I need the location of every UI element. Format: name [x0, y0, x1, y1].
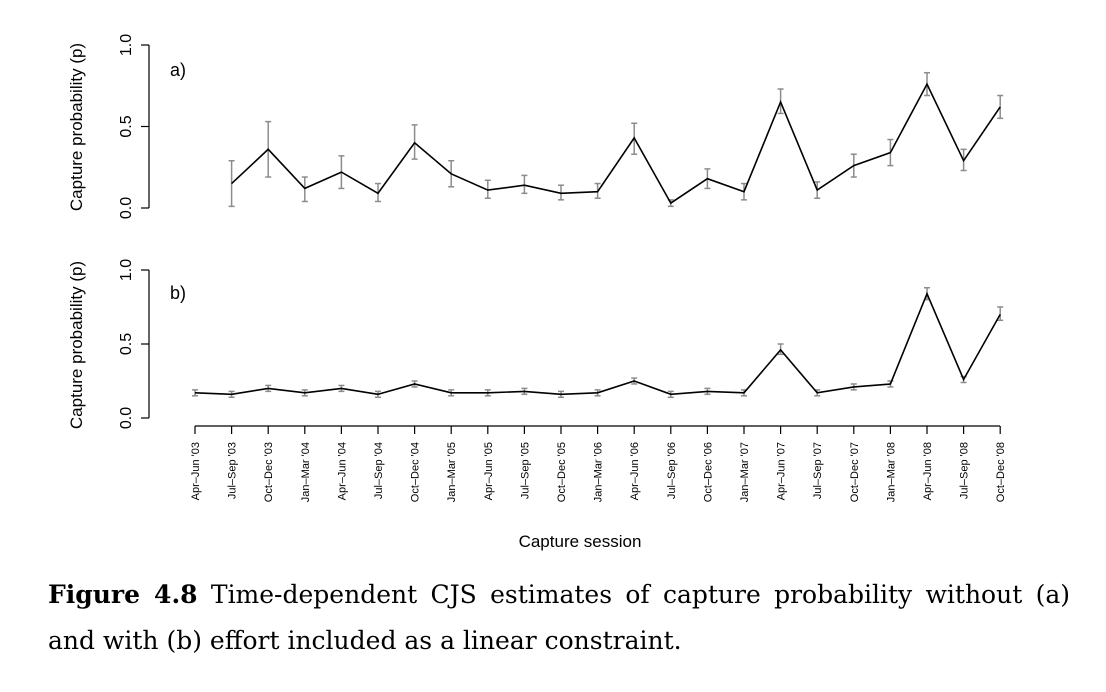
x-tick-label: Oct–Dec '06 [702, 442, 714, 502]
panel-b-y-ticks: 0.0 0.5 1.0 [118, 259, 149, 429]
x-tick-label: Jan–Mar '05 [446, 442, 458, 502]
panel-a-errorbar [521, 174, 528, 195]
panel-b-errorbars [192, 287, 1004, 399]
panel-b-ylabel: Capture probability (p) [67, 261, 86, 429]
x-tick-label: Jan–Mar '07 [739, 442, 751, 502]
panel-a: Capture probability (p) 0.0 0.5 1.0 a) [67, 34, 1004, 219]
x-tick-label: Jul–Sep '04 [373, 442, 385, 499]
x-tick-label: Apr–Jun '06 [629, 442, 641, 500]
x-tick-label: Oct–Dec '04 [410, 442, 422, 502]
panel-a-y-ticks: 0.0 0.5 1.0 [118, 34, 149, 219]
x-tick-label: Apr–Jun '04 [336, 442, 348, 500]
x-ticks: Apr–Jun '03 Jul–Sep '03 Oct–Dec '03 Jan–Mar… [190, 426, 1007, 502]
x-tick-label: Jul–Sep '08 [959, 442, 971, 499]
x-axis-label: Capture session [519, 532, 642, 551]
x-tick-label: Jan–Mar '04 [300, 442, 312, 502]
x-tick-label: Apr–Jun '05 [483, 442, 495, 500]
panel-a-y-tick-label: 0.0 [118, 197, 135, 219]
x-tick-label: Apr–Jun '08 [922, 442, 934, 500]
x-tick-label: Apr–Jun '07 [776, 442, 788, 500]
x-tick-label: Oct–Dec '03 [263, 442, 275, 502]
panel-b-y-tick-label: 0.5 [118, 333, 135, 355]
panel-b: Capture probability (p) 0.0 0.5 1.0 b) Apr… [67, 259, 1007, 551]
figure-panels: Capture probability (p) 0.0 0.5 1.0 a) Cap… [67, 34, 1007, 551]
x-tick-label: Jan–Mar '06 [593, 442, 605, 502]
panel-b-errorbar [997, 306, 1004, 322]
x-tick-label: Jul–Sep '05 [519, 442, 531, 499]
caption-text: Time-dependent CJS estimates of capture … [48, 580, 1070, 655]
panel-b-y-tick-label: 0.0 [118, 407, 135, 429]
panel-b-series-line [194, 291, 1001, 396]
x-tick-label: Apr–Jun '03 [190, 442, 202, 500]
figure-caption: Figure 4.8 Time-dependent CJS estimates … [48, 572, 1070, 664]
panel-b-y-tick-label: 1.0 [118, 259, 135, 281]
x-tick-label: Oct–Dec '08 [995, 442, 1007, 502]
x-tick-label: Jul–Sep '03 [227, 442, 239, 499]
panel-a-label: a) [170, 60, 186, 80]
panel-a-series-line [231, 82, 1001, 205]
x-tick-label: Jan–Mar '08 [885, 442, 897, 502]
panel-a-y-tick-label: 1.0 [118, 34, 135, 56]
x-tick-label: Oct–Dec '07 [849, 442, 861, 502]
x-tick-label: Jul–Sep '06 [666, 442, 678, 499]
panel-a-errorbars [228, 71, 1004, 208]
panel-a-y-tick-label: 0.5 [118, 115, 135, 137]
x-tick-label: Oct–Dec '05 [556, 442, 568, 502]
panel-b-label: b) [170, 283, 186, 303]
figure-number: Figure 4.8 [48, 580, 198, 609]
panel-a-ylabel: Capture probability (p) [67, 43, 86, 211]
x-tick-label: Jul–Sep '07 [812, 442, 824, 499]
